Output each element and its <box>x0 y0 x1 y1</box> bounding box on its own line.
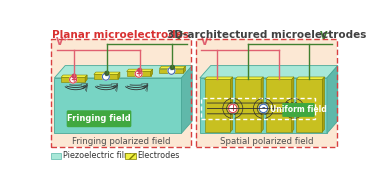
Polygon shape <box>296 77 325 79</box>
Text: V⁻: V⁻ <box>175 31 187 41</box>
FancyBboxPatch shape <box>282 103 314 117</box>
Polygon shape <box>61 75 87 77</box>
Circle shape <box>102 73 109 80</box>
Polygon shape <box>85 75 87 82</box>
Text: Electrodes: Electrodes <box>138 151 180 160</box>
Circle shape <box>168 67 175 74</box>
Polygon shape <box>266 77 294 79</box>
Polygon shape <box>200 66 338 78</box>
Text: Fringing field: Fringing field <box>67 114 131 123</box>
Polygon shape <box>127 71 151 76</box>
Text: -: - <box>262 104 265 113</box>
Polygon shape <box>94 72 120 74</box>
Text: V⁺: V⁺ <box>56 37 69 47</box>
Circle shape <box>105 71 109 75</box>
Text: -: - <box>104 72 107 81</box>
Text: Planar microelectrodes: Planar microelectrodes <box>53 30 189 40</box>
Polygon shape <box>200 78 327 133</box>
Polygon shape <box>235 77 263 79</box>
Text: Piezoelectric film: Piezoelectric film <box>63 151 132 160</box>
FancyBboxPatch shape <box>51 153 61 159</box>
Polygon shape <box>127 69 153 71</box>
Polygon shape <box>292 77 294 132</box>
Polygon shape <box>51 39 191 147</box>
Text: Uniform field: Uniform field <box>270 106 327 114</box>
Polygon shape <box>327 66 338 133</box>
Text: 3D-architectured microelectrodes: 3D-architectured microelectrodes <box>167 30 366 40</box>
Polygon shape <box>118 72 120 79</box>
Polygon shape <box>160 66 186 69</box>
Circle shape <box>229 104 237 113</box>
Polygon shape <box>196 39 337 147</box>
FancyBboxPatch shape <box>125 153 136 159</box>
Polygon shape <box>261 77 263 132</box>
FancyBboxPatch shape <box>67 110 132 127</box>
Polygon shape <box>204 79 231 132</box>
Polygon shape <box>61 77 85 82</box>
Text: Spatial polarized field: Spatial polarized field <box>220 137 313 146</box>
Text: Fringing polarized field: Fringing polarized field <box>72 137 170 146</box>
Text: +: + <box>70 75 76 84</box>
Text: V⁺: V⁺ <box>201 37 214 47</box>
Circle shape <box>259 104 268 113</box>
Polygon shape <box>151 69 153 76</box>
Circle shape <box>138 68 142 72</box>
Polygon shape <box>266 79 292 132</box>
Polygon shape <box>235 79 261 132</box>
Circle shape <box>290 104 298 113</box>
Polygon shape <box>322 77 325 132</box>
Text: V⁻: V⁻ <box>320 31 332 41</box>
Polygon shape <box>94 74 118 79</box>
Polygon shape <box>54 78 181 133</box>
Circle shape <box>72 74 76 78</box>
Circle shape <box>170 66 174 69</box>
Text: -: - <box>170 66 173 75</box>
Text: +: + <box>229 104 236 113</box>
Polygon shape <box>183 66 186 73</box>
Polygon shape <box>54 66 192 78</box>
Text: +: + <box>291 104 297 113</box>
Text: +: + <box>136 69 142 78</box>
Circle shape <box>135 70 142 77</box>
Polygon shape <box>160 69 183 73</box>
Polygon shape <box>181 66 192 133</box>
Polygon shape <box>296 79 322 132</box>
Polygon shape <box>204 77 233 79</box>
Polygon shape <box>231 77 233 132</box>
Circle shape <box>70 76 76 83</box>
